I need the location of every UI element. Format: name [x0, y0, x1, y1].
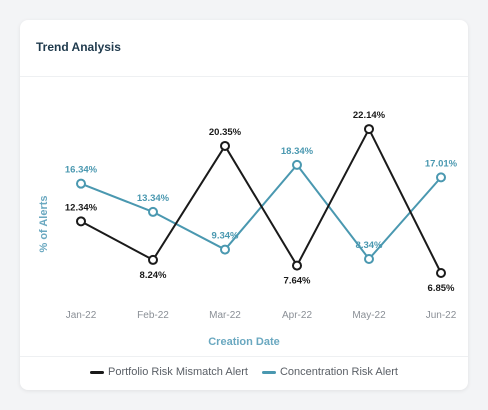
data-point-portfolio[interactable] — [436, 268, 446, 278]
series-data-labels: 16.34% 13.34% 9.34% 18.34% 8.34% 17.01% 12.34%… — [65, 110, 458, 294]
data-point-concentration[interactable] — [220, 244, 230, 255]
legend-label-concentration: Concentration Risk Alert — [279, 366, 398, 378]
x-axis-ticks: Jan-22 Feb-22 Mar-22 Apr-22 May-22 Jun-22 — [66, 310, 457, 321]
data-label-portfolio: 12.34% — [65, 202, 98, 213]
data-label-portfolio: 8.24% — [140, 270, 167, 281]
data-label-concentration: 16.34% — [65, 165, 98, 176]
series-points — [76, 124, 446, 278]
y-axis-label: % of Alerts — [38, 195, 50, 252]
data-label-concentration: 13.34% — [137, 193, 170, 204]
chart-legend: Portfolio Risk Mismatch Alert Concentrat… — [20, 366, 468, 378]
legend-item-portfolio[interactable]: Portfolio Risk Mismatch Alert — [90, 366, 248, 378]
series-line-portfolio — [80, 128, 442, 274]
trend-line-chart: % of Alerts Creation Date Jan-22 Feb-22 Ma… — [38, 110, 458, 348]
data-label-concentration: 18.34% — [281, 146, 314, 157]
series-line-concentration — [80, 163, 442, 260]
legend-swatch-concentration — [261, 370, 276, 374]
data-label-concentration: 9.34% — [212, 231, 239, 242]
x-tick-label: Feb-22 — [137, 310, 169, 321]
data-point-portfolio[interactable] — [148, 254, 158, 265]
x-tick-label: Jan-22 — [66, 310, 97, 321]
legend-swatch-portfolio — [90, 370, 104, 374]
data-label-portfolio: 22.14% — [353, 110, 386, 121]
data-point-portfolio[interactable] — [292, 260, 302, 271]
data-point-concentration[interactable] — [148, 206, 158, 217]
data-point-portfolio[interactable] — [364, 124, 374, 135]
data-label-concentration: 17.01% — [425, 158, 458, 169]
x-tick-label: Jun-22 — [426, 310, 457, 321]
data-point-concentration[interactable] — [364, 253, 374, 264]
data-point-concentration[interactable] — [76, 178, 86, 189]
x-tick-label: Apr-22 — [282, 310, 312, 321]
data-point-concentration[interactable] — [436, 172, 446, 183]
title-divider — [20, 76, 468, 77]
data-label-portfolio: 6.85% — [428, 283, 455, 294]
series-lines — [80, 128, 442, 274]
data-point-portfolio[interactable] — [220, 140, 230, 151]
legend-divider — [20, 356, 468, 357]
legend-label-portfolio: Portfolio Risk Mismatch Alert — [108, 366, 248, 378]
card-title: Trend Analysis — [36, 40, 121, 54]
legend-item-concentration[interactable]: Concentration Risk Alert — [261, 366, 398, 378]
data-label-portfolio: 7.64% — [284, 276, 311, 287]
data-label-concentration: 8.34% — [356, 240, 383, 251]
x-tick-label: Mar-22 — [209, 310, 241, 321]
x-tick-label: May-22 — [352, 310, 386, 321]
data-point-concentration[interactable] — [292, 159, 302, 170]
data-label-portfolio: 20.35% — [209, 127, 242, 138]
x-axis-label: Creation Date — [208, 336, 280, 348]
trend-analysis-card: Trend Analysis % of Alerts Creation Date… — [20, 20, 468, 390]
data-point-portfolio[interactable] — [76, 216, 86, 227]
